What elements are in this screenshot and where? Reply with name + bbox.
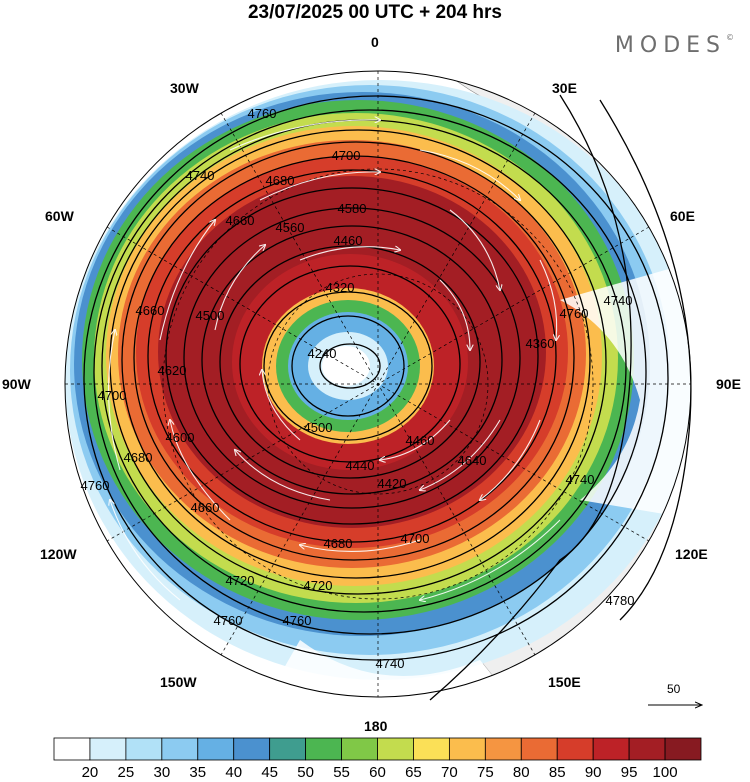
colorbar-swatch: [53, 737, 91, 761]
contour-label: 4460: [406, 433, 435, 448]
lon-label-150w: 150W: [160, 674, 197, 690]
contour-label: 4640: [458, 453, 487, 468]
reference-vector-label: 50: [667, 682, 681, 696]
lon-label-120e: 120E: [675, 546, 708, 562]
colorbar-swatch: [413, 737, 450, 761]
contour-label: 4680: [324, 536, 353, 551]
colorbar-swatch: [269, 737, 307, 761]
contour-label: 4240: [308, 346, 337, 361]
contour-label: 4320: [326, 280, 355, 295]
colorbar-swatch: [341, 737, 378, 761]
contour-label: 4760: [214, 613, 243, 628]
colorbar-swatch: [125, 737, 163, 761]
modes-logo: MODES©: [614, 33, 734, 58]
colorbar-swatch: [233, 737, 271, 761]
contour-label: 4560: [276, 220, 305, 235]
colorbar-tick-label: 65: [405, 764, 422, 781]
colorbar-tick-label: 70: [441, 764, 458, 781]
colorbar-tick-label: 100: [652, 764, 678, 781]
colorbar-tick-label: 25: [117, 764, 135, 781]
contour-label: 4660: [136, 303, 165, 318]
calm-east: [560, 260, 691, 520]
colorbar-tick-label: 75: [476, 764, 494, 781]
colorbar-tick-label: 30: [153, 764, 171, 781]
lon-label-180: 180: [364, 718, 388, 734]
colorbar-swatch: [305, 737, 342, 761]
contour-label: 4740: [604, 293, 633, 308]
contour-labels: 4760 4740 4700 4680 4580 4660 4560 4460 …: [81, 106, 635, 671]
contour-label: 4700: [332, 148, 361, 163]
contour-label: 4760: [248, 106, 277, 121]
colorbar-tick-label: 85: [548, 764, 566, 781]
contour-label: 4760: [283, 613, 312, 628]
colorbar-swatch: [628, 737, 666, 761]
lon-label-60w: 60W: [45, 208, 74, 224]
colorbar-tick-label: 80: [512, 764, 530, 781]
contour-label: 4780: [606, 593, 635, 608]
wind-streamlines: [108, 120, 561, 600]
colorbar-swatch: [89, 737, 127, 761]
map-border: [64, 70, 692, 698]
contour-label: 4680: [266, 173, 295, 188]
band-inner-core: [322, 346, 370, 386]
colorbar-tick-label: 45: [261, 764, 278, 781]
colorbar-tick-label: 40: [225, 764, 243, 781]
contour-label: 4420: [378, 476, 407, 491]
contour-label: 4740: [186, 168, 215, 183]
contour-label: 4720: [304, 578, 333, 593]
colorbar-tick-label: 35: [189, 764, 207, 781]
chart-title: 23/07/2025 00 UTC + 204 hrs: [247, 2, 503, 23]
contour-label: 4740: [566, 472, 595, 487]
contour-label: 4760: [560, 306, 589, 321]
contour-label: 4660: [191, 500, 220, 515]
height-contours: [83, 94, 692, 701]
colorbar-tick-label: 55: [333, 764, 350, 781]
colorbar-swatch: [448, 737, 486, 761]
contour-label: 4680: [124, 450, 153, 465]
contour-label: 4440: [346, 458, 375, 473]
colorbar-tick-label: 60: [369, 764, 386, 781]
contour-label: 4660: [226, 213, 255, 228]
colorbar-swatch: [664, 737, 702, 761]
lon-label-90w: 90W: [2, 376, 31, 392]
lon-label-30w: 30W: [170, 80, 199, 96]
colorbar-swatch: [377, 737, 414, 761]
contour-label: 4700: [98, 388, 127, 403]
contour-label: 4600: [166, 430, 195, 445]
contour-label: 4500: [196, 308, 225, 323]
colorbar: [53, 737, 702, 761]
colorbar-swatch: [484, 737, 522, 761]
contour-label: 4360: [526, 336, 555, 351]
colorbar-swatch: [520, 737, 558, 761]
lon-label-90e: 90E: [716, 376, 741, 392]
contour-label: 4740: [376, 656, 405, 671]
contour-label: 4500: [304, 420, 333, 435]
contour-label: 4580: [338, 201, 367, 216]
colorbar-swatch: [592, 737, 630, 761]
colorbar-tick-label: 90: [584, 764, 602, 781]
contour-label: 4460: [334, 233, 363, 248]
colorbar-swatch: [161, 737, 199, 761]
lon-label-30e: 30E: [552, 80, 577, 96]
colorbar-tick-label: 20: [81, 764, 99, 781]
lon-label-0: 0: [371, 34, 379, 50]
contour-label: 4620: [158, 363, 187, 378]
lon-label-60e: 60E: [670, 208, 695, 224]
colorbar-tick-label: 95: [620, 764, 638, 781]
colorbar-swatch: [556, 737, 594, 761]
lon-label-150e: 150E: [548, 674, 581, 690]
lon-label-120w: 120W: [40, 546, 77, 562]
colorbar-swatch: [197, 737, 235, 761]
contour-label: 4720: [226, 573, 255, 588]
contour-label: 4760: [81, 478, 110, 493]
colorbar-tick-label: 50: [297, 764, 314, 781]
contour-label: 4700: [401, 531, 430, 546]
